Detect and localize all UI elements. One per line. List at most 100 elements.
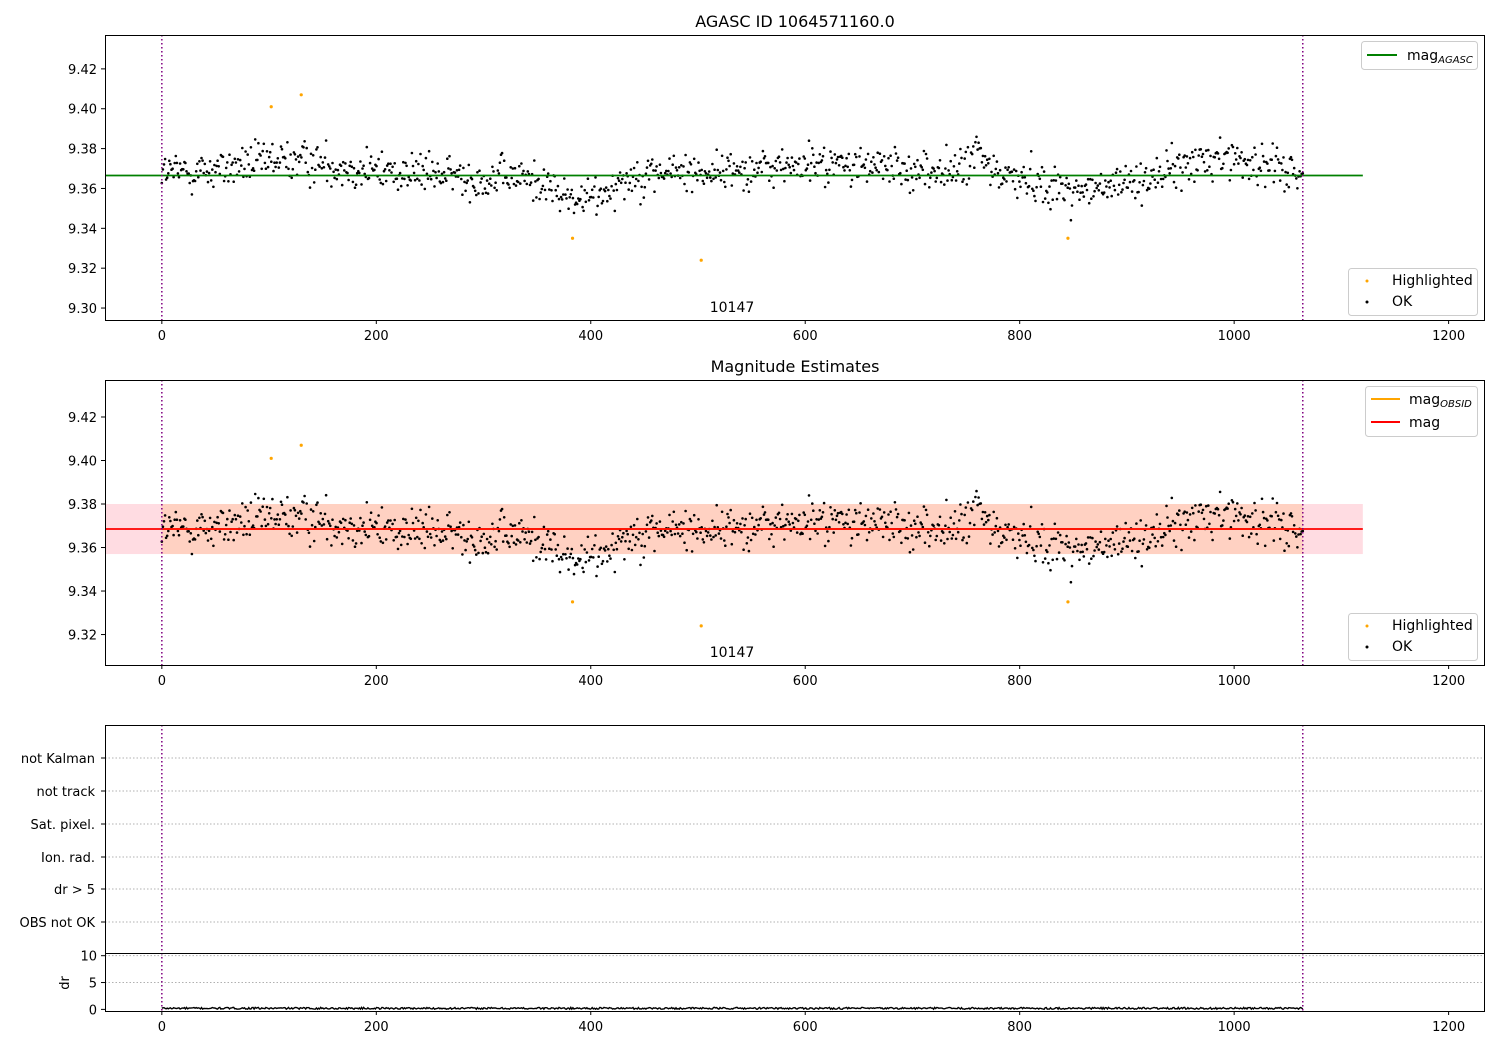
agasc-panel: AGASC ID 1064571160.0 0 200 400 600 800 1000 1… (68, 12, 1485, 344)
agasc-ok-point (823, 185, 827, 189)
magnitude-estimates-ok-point (1154, 544, 1157, 548)
agasc-ok-point (718, 171, 722, 174)
agasc-ok-point (947, 169, 950, 172)
agasc-ok-point (348, 164, 352, 168)
agasc-ok-point (875, 168, 878, 172)
magnitude-estimates-ok-point (1266, 519, 1269, 522)
magnitude-estimates-ok-point (795, 531, 799, 534)
magnitude-estimates-ok-point (777, 511, 781, 515)
agasc-ok-point (425, 172, 429, 176)
agasc-ok-point (1254, 153, 1257, 156)
magnitude-estimates-ok-point (507, 541, 510, 545)
agasc-ok-point (434, 171, 437, 174)
agasc-ok-point (306, 170, 310, 174)
magnitude-estimates-ok-point (346, 529, 349, 532)
agasc-ok-point (1014, 169, 1018, 173)
magnitude-estimates-ok-point (172, 533, 175, 537)
agasc-ok-point (1126, 186, 1130, 189)
agasc-ok-point (495, 189, 499, 192)
agasc-ok-point (1018, 180, 1021, 183)
magnitude-estimates-ok-point (387, 519, 390, 522)
magnitude-estimates-ok-point (1137, 550, 1140, 553)
magnitude-estimates-ok-point (805, 524, 809, 528)
agasc-ok-point (321, 161, 325, 164)
magnitude-estimates-ok-point (368, 518, 372, 522)
agasc-ok-point (896, 156, 900, 159)
magnitude-estimates-ok-point (705, 534, 709, 538)
magnitude-estimates-ok-point (483, 546, 487, 549)
agasc-ok-point (1258, 166, 1262, 169)
agasc-ok-point (335, 177, 339, 181)
magnitude-estimates-ok-point (184, 518, 187, 521)
magnitude-estimates-ok-point (1275, 501, 1279, 505)
agasc-ok-point (642, 196, 646, 199)
agasc-ok-point (427, 149, 431, 153)
magnitude-estimates-ok-point (784, 523, 787, 527)
magnitude-estimates-ok-point (295, 531, 299, 534)
magnitude-estimates-ok-point (1299, 532, 1302, 536)
agasc-ok-point (960, 156, 963, 160)
agasc-ok-point (481, 192, 485, 195)
agasc-ok-point (647, 178, 651, 181)
agasc-ok-point (1158, 165, 1162, 169)
magnitude-estimates-ok-point (1065, 534, 1068, 538)
magnitude-estimates-ok-point (175, 518, 179, 521)
legend-mag-label: mag (1409, 415, 1440, 431)
agasc-ok-point (909, 167, 913, 170)
agasc-ok-point (654, 169, 657, 172)
agasc-ok-point (925, 157, 929, 160)
agasc-ok-point (477, 192, 480, 195)
magnitude-estimates-ok-point (1104, 537, 1107, 541)
agasc-ok-point (432, 169, 435, 173)
agasc-ok-point (1025, 192, 1029, 195)
magnitude-estimates-ok-point (242, 533, 245, 537)
agasc-ok-point (211, 168, 214, 171)
magnitude-estimates-ok-point (383, 525, 387, 528)
agasc-ok-point (483, 187, 487, 190)
magnitude-estimates-ok-point (560, 558, 564, 561)
magnitude-estimates-ok-point (980, 517, 984, 521)
magnitude-estimates-ok-point (922, 505, 926, 508)
magnitude-estimates-ok-point (929, 534, 932, 538)
magnitude-estimates-ok-point (247, 520, 251, 523)
magnitude-estimates-ok-point (473, 548, 477, 552)
magnitude-estimates-ok-point (761, 505, 765, 509)
magnitude-estimates-ok-point (624, 539, 627, 543)
magnitude-estimates-ok-point (1004, 523, 1007, 527)
agasc-ok-point (368, 161, 372, 165)
agasc-ok-point (845, 156, 848, 160)
agasc-ok-point (621, 177, 624, 181)
agasc-ok-point (689, 163, 693, 166)
magnitude-estimates-ok-point (771, 521, 774, 525)
agasc-ok-point (405, 164, 408, 168)
agasc-ok-point (790, 156, 794, 159)
agasc-ok-point (705, 176, 709, 180)
agasc-ok-point (1252, 168, 1255, 172)
magnitude-estimates-ok-point (1222, 519, 1225, 522)
magnitude-estimates-ok-point (425, 530, 429, 533)
agasc-ok-point (222, 179, 226, 183)
magnitude-estimates-ok-point (573, 563, 577, 567)
magnitude-estimates-ok-point (1207, 504, 1210, 507)
agasc-ok-point (1278, 179, 1282, 182)
magnitude-estimates-y-tick-label: 9.32 (68, 629, 97, 644)
magnitude-estimates-x-tick-label: 200 (364, 674, 389, 689)
magnitude-estimates-ok-point (682, 522, 685, 525)
magnitude-estimates-ok-point (458, 521, 462, 524)
agasc-ok-point (874, 166, 877, 169)
magnitude-estimates-ok-point (1184, 523, 1188, 526)
magnitude-estimates-ok-point (741, 517, 744, 520)
magnitude-estimates-ok-point (962, 536, 965, 539)
magnitude-estimates-ok-point (369, 511, 373, 514)
magnitude-estimates-ok-point (647, 536, 651, 539)
agasc-ok-point (601, 199, 605, 203)
magnitude-estimates-ok-point (456, 533, 460, 536)
magnitude-estimates-ok-point (876, 507, 879, 510)
agasc-ok-point (920, 165, 923, 169)
agasc-ok-point (704, 172, 708, 175)
magnitude-estimates-x-axis: 0 200 400 600 800 1000 1200 (158, 665, 1465, 689)
agasc-ok-point (815, 161, 818, 164)
magnitude-estimates-ok-point (1144, 524, 1148, 527)
magnitude-estimates-highlighted-point (269, 456, 273, 460)
magnitude-estimates-ok-point (454, 533, 458, 536)
